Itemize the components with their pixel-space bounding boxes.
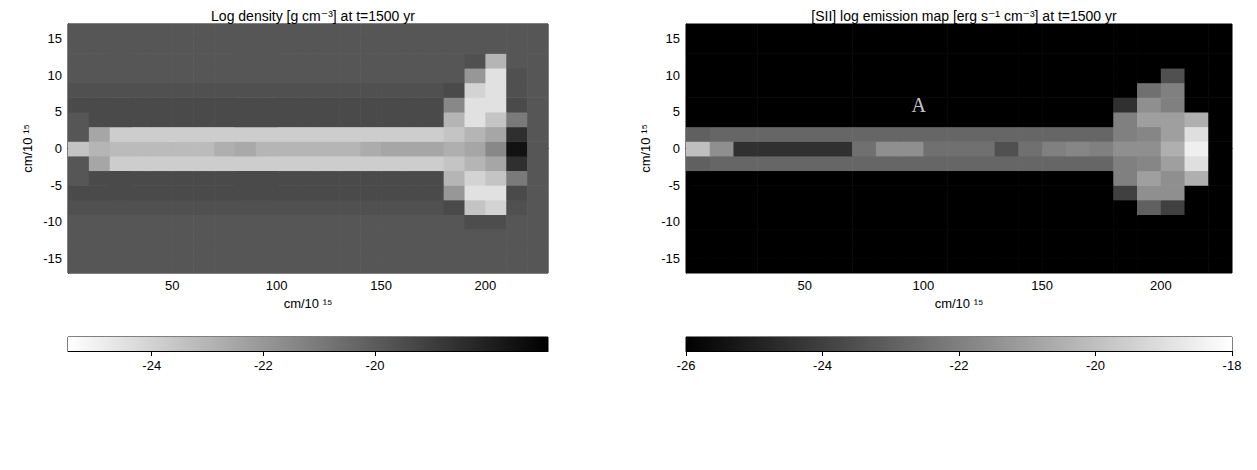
svg-text:cm/10 ¹⁵: cm/10 ¹⁵ <box>284 296 333 311</box>
svg-text:cm/10 ¹⁵: cm/10 ¹⁵ <box>935 296 984 311</box>
svg-text:-15: -15 <box>43 251 62 266</box>
svg-text:-20: -20 <box>1086 358 1105 373</box>
svg-text:100: 100 <box>266 278 288 293</box>
svg-text:-22: -22 <box>254 358 273 373</box>
svg-text:10: 10 <box>48 68 62 83</box>
svg-text:-22: -22 <box>950 358 969 373</box>
svg-text:10: 10 <box>666 68 680 83</box>
svg-text:-18: -18 <box>1223 358 1242 373</box>
svg-text:-24: -24 <box>813 358 832 373</box>
svg-text:50: 50 <box>797 278 811 293</box>
svg-text:-10: -10 <box>661 214 680 229</box>
svg-text:15: 15 <box>666 31 680 46</box>
svg-text:[SII] log emission map [erg s⁻: [SII] log emission map [erg s⁻¹ cm⁻³] at… <box>811 8 1117 24</box>
svg-text:150: 150 <box>1031 278 1053 293</box>
svg-text:200: 200 <box>1150 278 1172 293</box>
svg-text:50: 50 <box>165 278 179 293</box>
svg-text:-26: -26 <box>677 358 696 373</box>
svg-text:-10: -10 <box>43 214 62 229</box>
svg-text:5: 5 <box>55 104 62 119</box>
svg-text:-5: -5 <box>668 178 680 193</box>
svg-text:A: A <box>911 94 926 116</box>
svg-text:-24: -24 <box>142 358 161 373</box>
svg-text:150: 150 <box>370 278 392 293</box>
svg-text:0: 0 <box>673 141 680 156</box>
svg-text:cm/10 ¹⁵: cm/10 ¹⁵ <box>20 124 35 173</box>
svg-text:-20: -20 <box>366 358 385 373</box>
svg-text:0: 0 <box>55 141 62 156</box>
svg-text:-5: -5 <box>50 178 62 193</box>
svg-text:cm/10 ¹⁵: cm/10 ¹⁵ <box>638 124 653 173</box>
svg-text:15: 15 <box>48 31 62 46</box>
svg-text:200: 200 <box>475 278 497 293</box>
svg-text:5: 5 <box>673 104 680 119</box>
svg-text:Log density [g cm⁻³] at t=1500: Log density [g cm⁻³] at t=1500 yr <box>211 8 415 24</box>
svg-text:100: 100 <box>913 278 935 293</box>
svg-text:-15: -15 <box>661 251 680 266</box>
